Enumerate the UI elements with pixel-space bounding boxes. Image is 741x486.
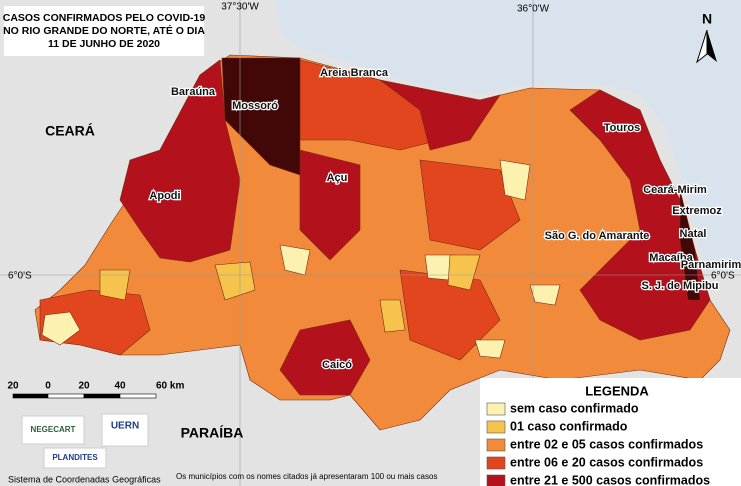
neighbor-label: PARAÍBA — [181, 425, 244, 441]
neighbor-label: CEARÁ — [45, 123, 95, 139]
city-label: Apodi — [149, 190, 180, 202]
sea — [275, 0, 741, 272]
legend-box — [480, 378, 741, 486]
city-label: Extremoz — [672, 205, 722, 217]
city-label: Açu — [327, 172, 348, 184]
scale-label: 60 km — [156, 381, 184, 392]
scale-label: 20 — [78, 381, 90, 392]
title-line: NO RIO GRANDE DO NORTE, ATÉ O DIA — [3, 24, 205, 37]
municipality-area — [119, 59, 241, 263]
scale-segment — [12, 393, 49, 399]
scale-label: 40 — [114, 381, 126, 392]
city-label: Touros — [604, 122, 640, 134]
city-label: Ceará-Mirim — [643, 184, 707, 196]
scale-label: 20 — [7, 381, 19, 392]
legend-label: 01 caso confirmado — [510, 419, 628, 433]
coordinate-label: 6°0'S — [711, 271, 735, 282]
legend-swatch — [486, 456, 506, 470]
title-line: CASOS CONFIRMADOS PELO COVID-19 — [3, 12, 206, 24]
legend-title: LEGENDA — [585, 383, 649, 398]
city-label: Parnamirim — [681, 259, 741, 271]
logo-box — [43, 447, 107, 469]
legend-label: entre 06 e 20 casos confirmados — [510, 455, 703, 469]
footnote: Os municípios com os nomes citados já ap… — [176, 472, 437, 481]
title-box — [4, 6, 204, 56]
legend-label: sem caso confirmado — [510, 401, 639, 415]
north-label: N — [702, 11, 712, 27]
north-arrow — [707, 30, 717, 62]
municipality-area — [569, 89, 711, 341]
logo-text: NEGECART — [31, 425, 76, 434]
municipality-area — [379, 79, 501, 151]
scale-segment — [119, 393, 157, 399]
legend-swatch — [486, 474, 506, 486]
logo-text: UERN — [111, 421, 139, 432]
city-label: Natal — [680, 228, 707, 240]
legend-swatch — [486, 420, 506, 434]
legend-swatch — [486, 438, 506, 452]
city-label: Caicó — [322, 359, 352, 371]
logo-box — [21, 415, 85, 445]
municipality-area — [529, 284, 561, 306]
municipality-area — [221, 57, 301, 176]
city-label: São G. do Amarante — [545, 230, 650, 242]
city-label: Mossoró — [232, 100, 278, 112]
municipality-area — [41, 311, 81, 346]
city-label: S. J. de Mipibu — [641, 280, 718, 292]
title-line: 11 DE JUNHO DE 2020 — [48, 38, 160, 50]
legend-label: entre 21 e 500 casos confirmados — [510, 473, 710, 486]
scale-label: 0 — [45, 381, 51, 392]
municipality-area — [214, 261, 256, 301]
logo-text: PLANDITES — [52, 453, 98, 462]
city-label: Baraúna — [171, 86, 216, 98]
legend-swatch — [486, 402, 506, 416]
logo-box — [101, 413, 149, 447]
municipality-area — [419, 159, 521, 251]
crs-note: Sistema de Coordenadas Geográficas — [8, 474, 161, 484]
municipality-area — [99, 269, 131, 301]
legend-label: entre 02 e 05 casos confirmados — [510, 437, 703, 451]
coordinate-label: 36°0'W — [517, 4, 550, 15]
municipality-area — [299, 149, 361, 261]
municipality-area — [474, 339, 506, 359]
municipality-area — [379, 299, 406, 333]
city-label: Macaíba — [649, 252, 693, 264]
scale-segment — [47, 393, 85, 399]
city-label: Areia Branca — [320, 67, 389, 79]
scale-segment — [83, 393, 121, 399]
municipality-area — [279, 319, 371, 396]
coordinate-label: 6°0'S — [8, 271, 32, 282]
coordinate-label: 37°30'W — [221, 2, 259, 13]
municipality-area — [679, 189, 701, 301]
municipality-area — [499, 159, 531, 201]
